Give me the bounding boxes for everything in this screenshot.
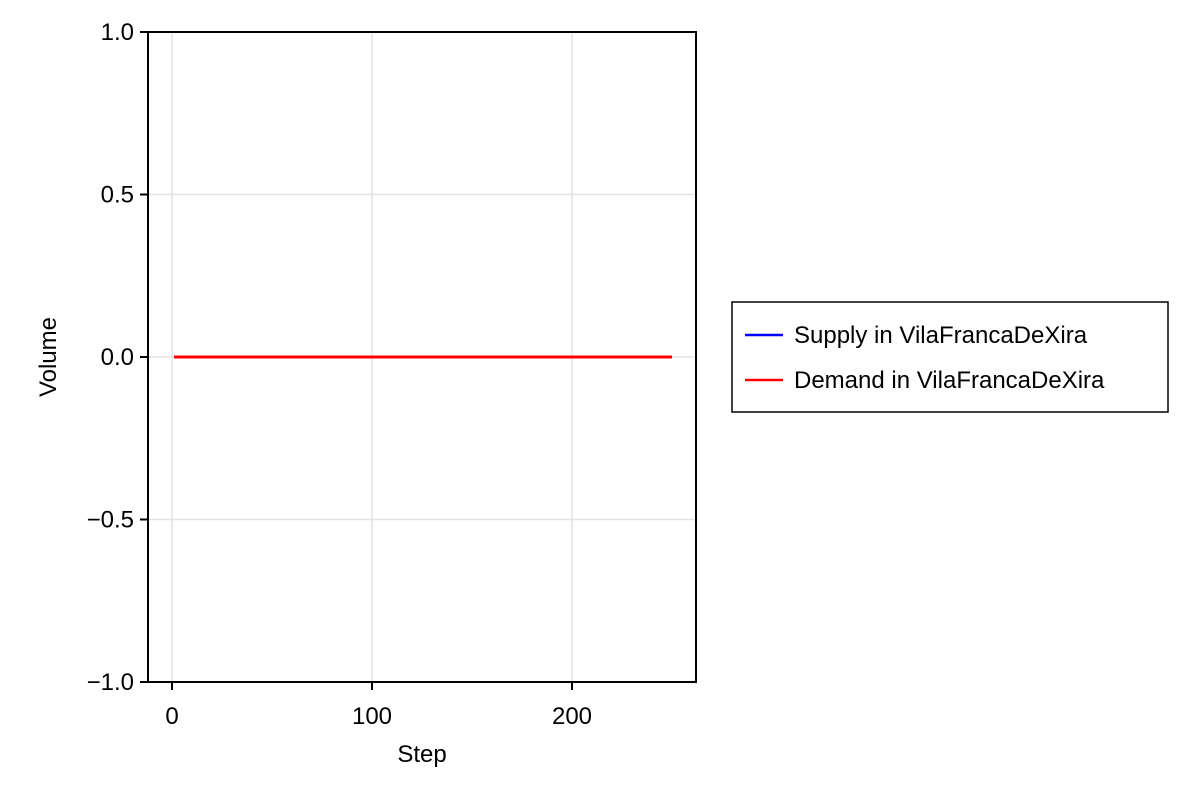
- y-axis-label: Volume: [35, 317, 62, 397]
- y-tick-label: −0.5: [87, 507, 134, 534]
- x-tick-label: 100: [352, 703, 392, 730]
- x-tick-label: 0: [165, 703, 178, 730]
- legend-label-supply: Supply in VilaFrancaDeXira: [794, 322, 1088, 349]
- x-tick-label: 200: [552, 703, 592, 730]
- axis-ticks: 0 100 200 −1.0 −0.5 0.0 0.5 1.0: [87, 19, 592, 730]
- y-tick-label: 0.5: [101, 182, 134, 209]
- y-tick-label: 1.0: [101, 19, 134, 46]
- legend-label-demand: Demand in VilaFrancaDeXira: [794, 367, 1105, 394]
- y-tick-label: −1.0: [87, 669, 134, 696]
- legend: Supply in VilaFrancaDeXira Demand in Vil…: [731, 301, 1169, 413]
- y-tick-label: 0.0: [101, 344, 134, 371]
- x-axis-label: Step: [397, 741, 446, 768]
- legend-box: [731, 301, 1169, 413]
